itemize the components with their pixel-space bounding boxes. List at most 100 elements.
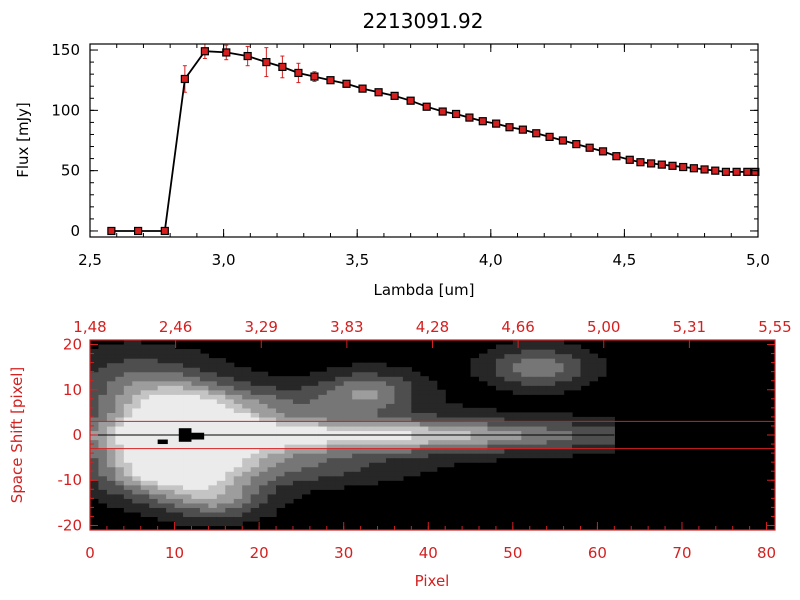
heatmap-cell <box>115 398 125 404</box>
heatmap-cell <box>225 376 235 382</box>
heatmap-cell <box>132 466 142 472</box>
heatmap-cell <box>140 394 150 400</box>
heatmap-cell <box>385 462 396 468</box>
heatmap-cell <box>149 484 159 490</box>
heatmap-cell <box>284 480 294 486</box>
heatmap-cell <box>411 425 421 432</box>
heatmap-cell <box>106 407 116 413</box>
heatmap-cell <box>495 412 505 418</box>
heatmap-cell <box>555 439 565 445</box>
heatmap-cell <box>132 457 142 463</box>
heatmap-cell <box>157 344 167 350</box>
heatmap-cell <box>352 389 362 395</box>
heatmap-cell <box>495 385 505 391</box>
heatmap-cell <box>402 430 412 436</box>
heatmap-cell <box>580 367 590 373</box>
heatmap-cell <box>183 439 193 445</box>
heatmap-cell <box>166 367 176 373</box>
heatmap-cell <box>123 462 133 468</box>
heatmap-cell <box>529 425 539 432</box>
heatmap-cell <box>352 385 362 391</box>
heatmap-cell <box>301 480 311 486</box>
heatmap-cell <box>504 412 514 418</box>
heatmap-cell <box>183 407 193 413</box>
heatmap-cell <box>250 498 260 504</box>
heatmap-cell <box>343 435 353 441</box>
heatmap-cell <box>267 416 277 423</box>
heatmap-cell <box>512 353 522 359</box>
heatmap-cell <box>106 444 116 450</box>
heatmap-cell <box>276 498 286 504</box>
heatmap-cell <box>343 480 353 486</box>
heatmap-cell <box>555 340 565 346</box>
heatmap-cell <box>512 380 522 386</box>
heatmap-cell <box>309 389 319 395</box>
heatmap-cell <box>132 340 142 346</box>
heatmap-cell <box>225 389 235 395</box>
heatmap-cell <box>259 412 269 418</box>
heatmap-cell <box>267 475 277 481</box>
heatmap-cell <box>267 421 277 427</box>
heatmap-cell <box>428 412 438 418</box>
heatmap-cell <box>115 489 125 495</box>
heatmap-cell <box>191 367 201 373</box>
heatmap-cell <box>191 453 201 459</box>
heatmap-cell <box>208 421 218 427</box>
heatmap-cell <box>132 507 142 513</box>
heatmap-cell <box>242 453 252 459</box>
heatmap-cell <box>199 421 209 427</box>
heatmap-cell <box>216 484 226 490</box>
heatmap-cell <box>563 416 573 423</box>
heatmap-cell <box>276 389 286 395</box>
heatmap-cell <box>166 511 176 518</box>
heatmap-cell <box>157 435 167 441</box>
heatmap-cell <box>292 394 303 400</box>
heatmap-cell <box>166 480 176 486</box>
heatmap-cell <box>504 371 514 377</box>
heatmap-cell <box>318 412 328 418</box>
heatmap-cell <box>140 511 150 518</box>
heatmap-cell <box>183 412 193 418</box>
heatmap-cell <box>276 502 286 508</box>
heatmap-cell <box>149 475 159 481</box>
pixel-tick-label: 80 <box>757 544 776 562</box>
heatmap-cell <box>292 493 303 499</box>
heatmap-cell <box>487 407 497 413</box>
heatmap-cell <box>538 389 548 395</box>
heatmap-cell <box>106 439 116 445</box>
heatmap-cell <box>445 421 455 427</box>
heatmap-cell <box>512 367 522 373</box>
heatmap-cell <box>495 344 505 350</box>
heatmap-cell <box>199 430 209 436</box>
heatmap-cell <box>436 448 446 454</box>
heatmap-cell <box>546 385 556 391</box>
heatmap-cell <box>504 435 514 441</box>
heatmap-cell <box>377 421 387 427</box>
heatmap-cell <box>174 358 184 364</box>
heatmap-cell <box>149 349 159 355</box>
heatmap-cell <box>284 435 294 441</box>
heatmap-cell <box>166 516 176 522</box>
heatmap-cell <box>555 416 565 423</box>
heatmap-cell <box>352 453 362 459</box>
heatmap-cell <box>259 371 269 377</box>
heatmap-cell <box>385 407 396 413</box>
heatmap-cell <box>529 358 539 364</box>
flux-point <box>585 143 594 152</box>
heatmap-cell <box>208 498 218 504</box>
heatmap-cell <box>301 398 311 404</box>
y-tick-label: 150 <box>51 41 80 59</box>
heatmap-cell <box>166 453 176 459</box>
heatmap-cell <box>462 457 472 463</box>
heatmap-cell <box>588 430 599 436</box>
heatmap-cell <box>326 371 336 377</box>
heatmap-cell <box>250 435 260 441</box>
heatmap-cell <box>199 425 209 432</box>
heatmap-cell <box>335 466 345 472</box>
heatmap-cell <box>597 425 607 432</box>
heatmap-cell <box>487 349 497 355</box>
heatmap-cell <box>208 430 218 436</box>
heatmap-cell <box>428 435 438 441</box>
heatmap-cell <box>216 362 226 368</box>
heatmap-cell <box>166 484 176 490</box>
